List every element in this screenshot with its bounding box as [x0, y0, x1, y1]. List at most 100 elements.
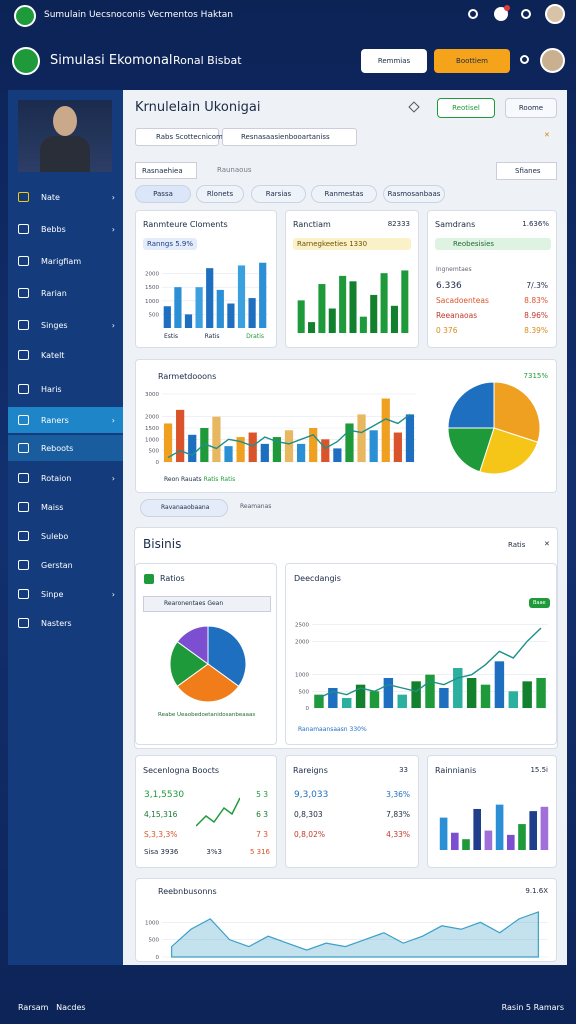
pie-slice [176, 663, 240, 703]
pie-slice [447, 427, 495, 473]
accent-button[interactable]: Boottiem [434, 49, 510, 73]
menu-icon [18, 415, 29, 425]
close-icon[interactable]: ✕ [544, 540, 550, 548]
row-text: 8.96% [524, 311, 548, 320]
bar [184, 314, 193, 328]
y-tick-label: 2000 [295, 639, 309, 645]
menu-icon [18, 589, 29, 599]
menu-item[interactable]: Haris [8, 376, 123, 402]
tab[interactable]: Passa [135, 185, 191, 203]
secondary-button[interactable]: Roome [505, 98, 557, 118]
search-icon[interactable] [468, 9, 478, 19]
section-action[interactable]: Ratis [508, 541, 526, 549]
menu-item[interactable]: Rotaion › [8, 465, 123, 491]
badge: Baae [529, 598, 550, 608]
card-title: Reebnbusonns [158, 887, 217, 896]
y-tick-label: 0 [156, 955, 160, 961]
bar [216, 289, 224, 328]
menu-item[interactable]: Sulebo [8, 523, 123, 549]
bar [206, 268, 214, 328]
sort-select[interactable]: Sfianes [496, 162, 557, 180]
filter-hint: Raunaous [217, 166, 252, 174]
menu-item[interactable]: Sinpe › [8, 581, 123, 607]
bar [339, 275, 347, 333]
search-box[interactable]: Rabs Scottecnicom [135, 128, 223, 146]
tab[interactable]: Rarsias [251, 185, 306, 203]
bar [236, 437, 245, 462]
brand-name: Simulasi Ekomonal [50, 53, 173, 68]
footer-link[interactable]: Rarsam [18, 1003, 49, 1012]
bar [393, 432, 402, 462]
menu-item[interactable]: Katelt [8, 342, 123, 368]
row-text: 9,3,033 [294, 790, 329, 800]
legend: Ranamaansaasn 330% [298, 726, 367, 733]
trend-line [196, 797, 240, 827]
card-title: Ranmteure Cloments [143, 220, 228, 229]
filter-select[interactable]: Rasnaehiea [135, 162, 197, 179]
active-menu-bg [8, 407, 123, 433]
menu-icon [18, 531, 29, 541]
menu-item[interactable]: Gerstan [8, 552, 123, 578]
row-text: 8.39% [524, 326, 548, 335]
menu-item[interactable]: Maiss [8, 494, 123, 520]
window-title: Sumulain Uecsnoconis Vecmentos Haktan [44, 10, 233, 20]
primary-button[interactable]: Remmias [361, 49, 427, 73]
row-text: 0 376 [436, 326, 458, 335]
pie-slice [447, 381, 495, 429]
footer-link[interactable]: Nacdes [56, 1003, 86, 1012]
y-tick-label: 500 [299, 689, 310, 695]
footer-text: 5 316 [249, 848, 270, 856]
sublabel: Ingnemtaes [436, 266, 472, 273]
page-title: Krnulelain Ukonigai [135, 100, 261, 115]
app-logo[interactable] [14, 5, 36, 27]
brand-logo[interactable] [12, 47, 40, 75]
dropdown[interactable]: Rearonentaes Gean [143, 596, 271, 612]
bar [328, 688, 338, 708]
menu-item[interactable]: Marigfiam [8, 248, 123, 274]
menu-label: Rarian [41, 288, 67, 298]
tab[interactable]: Ravanaaobaana [140, 499, 228, 517]
search-icon[interactable] [521, 9, 531, 19]
bar [318, 284, 326, 333]
bar [328, 308, 336, 333]
search-box[interactable]: Resnasaasienbooartaniss [222, 128, 357, 146]
chart-card: Ranctiam 82333 Rarnegkeeties 1330 [285, 210, 419, 348]
menu-item[interactable]: Raners › [8, 407, 123, 433]
menu-item[interactable]: Singes › [8, 312, 123, 338]
bar [314, 694, 324, 708]
tab[interactable]: Rasmosanbaas [383, 185, 445, 203]
bar [383, 678, 394, 708]
bar [462, 839, 470, 850]
menu-item[interactable]: Bebbs › [8, 216, 123, 242]
row-text: 8.83% [524, 296, 548, 305]
card-footer: Sisa 3936 3%3 5 316 [144, 848, 270, 856]
x-labels: Estis Ratis Dratis [164, 333, 264, 340]
trend-line [318, 627, 542, 699]
chart-card: Rainnianis 15.5i [427, 755, 557, 868]
tab[interactable]: Reamanas [240, 503, 272, 510]
menu-item[interactable]: Reboots [8, 435, 123, 461]
profile-avatar[interactable] [540, 48, 565, 73]
close-icon[interactable]: ✕ [544, 131, 550, 139]
user-avatar[interactable] [545, 4, 565, 24]
menu-item[interactable]: Rarian [8, 280, 123, 306]
y-tick-label: 2000 [145, 415, 159, 421]
submenu-bg [8, 435, 123, 461]
card-title: Rareigns [293, 766, 328, 775]
y-tick-label: 1000 [295, 673, 309, 679]
menu-label: Bebbs [41, 224, 66, 234]
chart-card: Deecdangis Baae 0 500 1000 2000 2500 Ranamaa… [285, 563, 557, 745]
footer-left: Rarsam Nacdes [18, 1003, 86, 1012]
badge: Ranngs 5.9% [143, 238, 197, 250]
menu-icon [18, 224, 29, 234]
menu-item[interactable]: Nate › [8, 184, 123, 210]
card-value: 33 [399, 766, 408, 774]
menu-label: Nasters [41, 618, 72, 628]
settings-icon[interactable] [520, 55, 529, 64]
bar [494, 661, 505, 708]
tab[interactable]: Ranmestas [311, 185, 377, 203]
row-text: 7 3 [256, 830, 268, 839]
action-button[interactable]: Reotisel [437, 98, 495, 118]
menu-item[interactable]: Nasters [8, 610, 123, 636]
tab[interactable]: Rlonets [196, 185, 244, 203]
